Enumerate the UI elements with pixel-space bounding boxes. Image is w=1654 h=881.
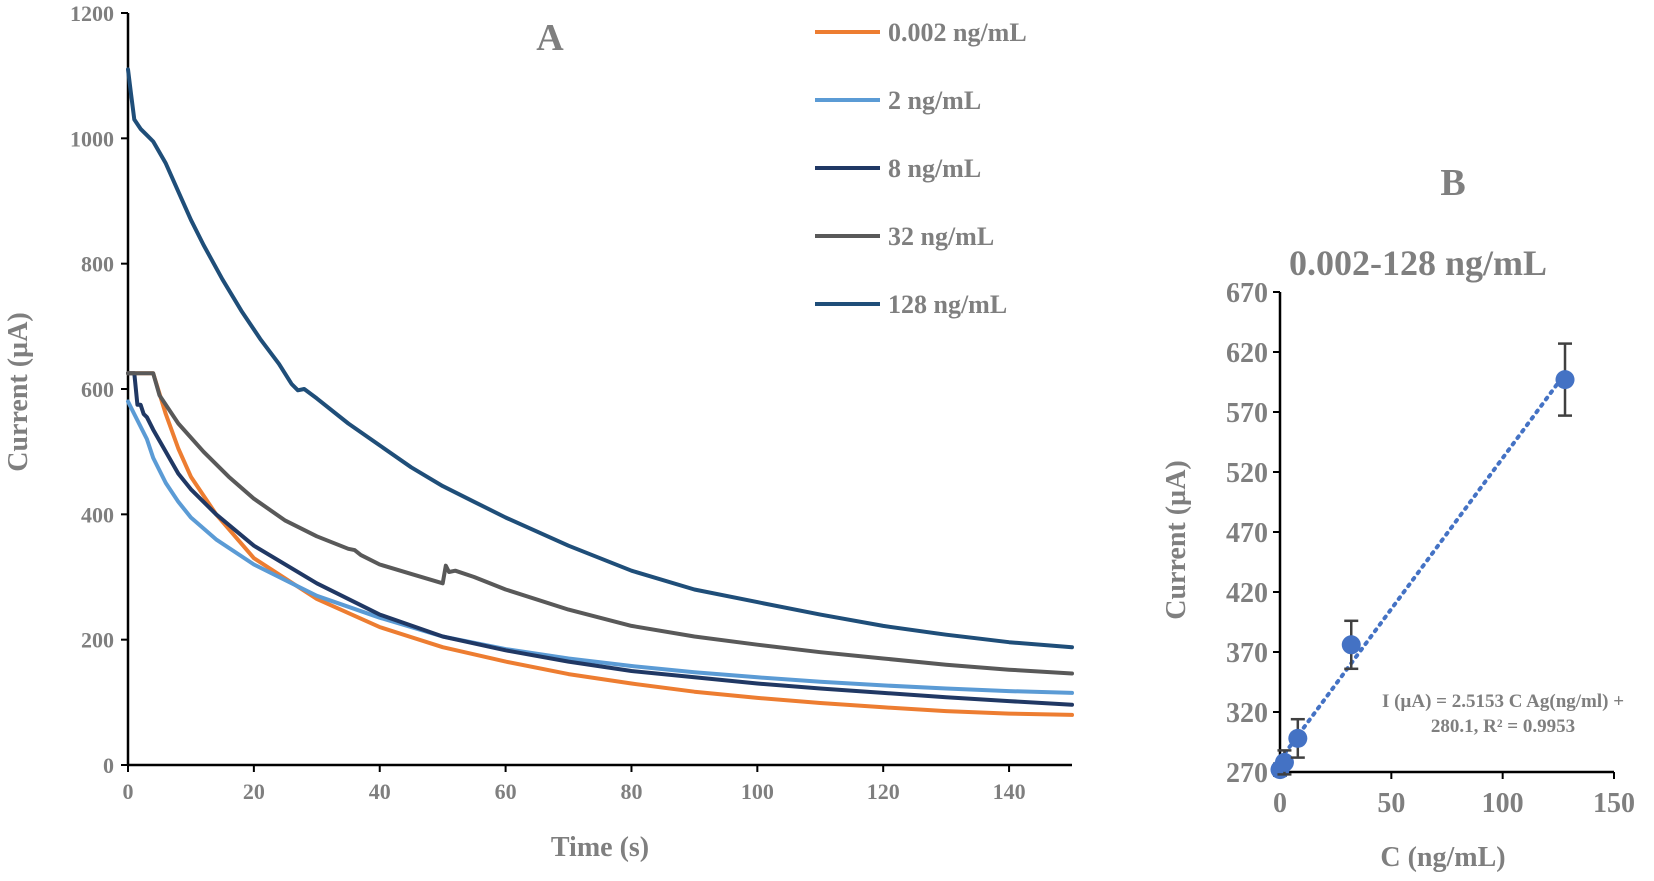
panel-b-x-tick-label: 0 bbox=[1273, 788, 1287, 819]
series-line-8-ng-ml bbox=[126, 371, 1074, 707]
panel-b-y-tick-label: 320 bbox=[1226, 698, 1268, 729]
panel-a-x-tick-label: 60 bbox=[495, 779, 517, 804]
panel-a-x-tick-label: 80 bbox=[620, 779, 642, 804]
panel-a-x-axis-title: Time (s) bbox=[551, 832, 649, 863]
panel-b-equation-line-2: 280.1, R² = 0.9953 bbox=[1431, 716, 1575, 737]
panel-a-y-tick-label: 400 bbox=[81, 502, 114, 527]
data-point-group bbox=[1555, 342, 1575, 417]
panel-a-y-tick-label: 0 bbox=[103, 753, 114, 778]
legend-label: 2 ng/mL bbox=[888, 86, 981, 115]
panel-a-y-tick-label: 200 bbox=[81, 628, 114, 653]
panel-b-y-tick-label: 470 bbox=[1226, 518, 1268, 549]
panel-a-legend: 0.002 ng/mL 2 ng/mL 8 ng/mL 32 ng/mL 128 ng/… bbox=[815, 18, 1027, 319]
panel-b-y-tick-label: 270 bbox=[1226, 758, 1268, 789]
panel-b-label: B bbox=[1440, 162, 1465, 204]
panel-a-x-tick-label: 0 bbox=[123, 779, 134, 804]
panel-a-y-tick-label: 600 bbox=[81, 377, 114, 402]
panel-a-y-tick-label: 1000 bbox=[70, 126, 114, 151]
legend-label: 8 ng/mL bbox=[888, 154, 981, 183]
panel-a-label: A bbox=[536, 17, 564, 59]
legend-label: 32 ng/mL bbox=[888, 222, 994, 251]
panel-a-x-tick-label: 20 bbox=[243, 779, 265, 804]
panel-b-y-tick-label: 520 bbox=[1226, 458, 1268, 489]
panel-b-x-tick-label: 150 bbox=[1593, 788, 1635, 819]
panel-b-y-tick-label: 370 bbox=[1226, 638, 1268, 669]
data-point bbox=[1341, 635, 1361, 655]
panel-b-y-tick-label: 420 bbox=[1226, 578, 1268, 609]
legend-label: 128 ng/mL bbox=[888, 290, 1007, 319]
legend-label: 0.002 ng/mL bbox=[888, 18, 1027, 47]
panel-b-equation-line-1: I (µA) = 2.5153 C Ag(ng/ml) + bbox=[1382, 691, 1624, 712]
panel-a-x-tick-label: 100 bbox=[741, 779, 774, 804]
panel-a-x-tick-label: 140 bbox=[993, 779, 1026, 804]
panel-b-title: 0.002-128 ng/mL bbox=[1289, 243, 1547, 283]
panel-a-x-tick-label: 40 bbox=[369, 779, 391, 804]
panel-a-y-tick-label: 1200 bbox=[70, 1, 114, 26]
panel-b-x-tick-label: 50 bbox=[1377, 788, 1405, 819]
panel-b-y-tick-label: 670 bbox=[1226, 278, 1268, 309]
panel-b: B 0.002-128 ng/mL 0 50 100 150 270 320 370 420 4… bbox=[1161, 162, 1635, 873]
panel-b-y-tick-label: 620 bbox=[1226, 338, 1268, 369]
series-line-32-ng-ml bbox=[126, 371, 1074, 676]
data-point bbox=[1288, 728, 1308, 748]
panel-a: A 0 20 40 60 80 100 120 140 0 200 400 600 800 1000 120… bbox=[3, 1, 1074, 863]
series-line-128-ng-ml bbox=[126, 67, 1074, 650]
data-point-group bbox=[1288, 717, 1308, 759]
panel-a-y-axis-title: Current (µA) bbox=[3, 312, 34, 471]
series-line-2-ng-ml bbox=[126, 399, 1074, 695]
data-point bbox=[1555, 370, 1575, 390]
panel-a-x-tick-label: 120 bbox=[867, 779, 900, 804]
data-point-group bbox=[1341, 619, 1361, 671]
panel-a-y-tick-label: 800 bbox=[81, 252, 114, 277]
data-point-group bbox=[1274, 749, 1294, 776]
panel-b-x-tick-label: 100 bbox=[1482, 788, 1524, 819]
panel-b-y-axis-title: Current (µA) bbox=[1161, 460, 1192, 619]
panel-b-y-tick-label: 570 bbox=[1226, 398, 1268, 429]
data-point bbox=[1274, 752, 1294, 772]
panel-b-x-axis-title: C (ng/mL) bbox=[1380, 842, 1505, 873]
trendline bbox=[1278, 371, 1568, 762]
